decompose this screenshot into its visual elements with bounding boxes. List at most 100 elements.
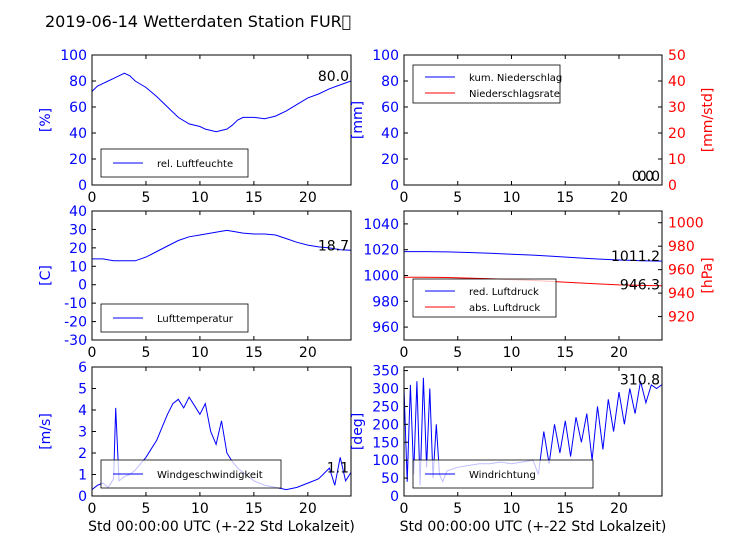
x-tick-label: 5 (453, 190, 462, 206)
y-tick-label: 20 (69, 241, 87, 257)
x-tick-label: 10 (191, 190, 209, 206)
series-line-pressure-0 (404, 251, 663, 262)
x-tick-label: 10 (503, 345, 521, 361)
x-tick-label: 5 (453, 501, 462, 517)
last-value-label: 80.0 (318, 69, 349, 85)
chart-pressure: 0 5 10 15 20 960 980 1000 1020 1040 920 940 960 980 10… (363, 210, 716, 361)
legend-pressure: red. Luftdruck abs. Luftdruck (412, 278, 557, 318)
series-line-wind_dir-0 (403, 377, 663, 486)
x-tick-label: 0 (400, 190, 409, 206)
last-value-label: 1011.2 (611, 249, 660, 265)
y-tick-label: 0 (78, 489, 87, 505)
y-tick-label: 20 (69, 152, 87, 168)
legend-label: abs. Luftdruck (469, 303, 540, 314)
y-tick-label: 4 (78, 403, 87, 419)
legend-label: Windrichtung (469, 470, 536, 481)
x-tick-label: 20 (299, 190, 317, 206)
plot-frame-wind_dir (403, 366, 663, 497)
y2-tick-label: 30 (668, 100, 686, 116)
legend-label: kum. Niederschlag (469, 73, 562, 84)
x-tick-label: 0 (400, 345, 409, 361)
legend-label: Lufttemperatur (157, 314, 234, 325)
legend-frame (100, 459, 282, 489)
y2-tick-label: 940 (668, 286, 695, 302)
y-tick-label: 100 (372, 453, 399, 469)
x-tick-label: 15 (245, 345, 263, 361)
y-tick-label: 80 (69, 74, 87, 90)
y-tick-label: 150 (372, 435, 399, 451)
x-tick-label: 5 (141, 501, 150, 517)
last-value-label: 18.7 (318, 238, 349, 254)
legend-label: rel. Luftfeuchte (157, 159, 233, 170)
y-tick-label: 0 (390, 178, 399, 194)
y2-tick-label: 960 (668, 263, 695, 279)
x-tick-label: 0 (88, 345, 97, 361)
y-tick-label: -10 (64, 296, 87, 312)
y-tick-label: 1 (78, 468, 87, 484)
y-tick-label: 100 (372, 48, 399, 64)
y-tick-label: 3 (78, 425, 87, 441)
plot-frame-pressure (403, 210, 663, 341)
y-tick-label: 200 (372, 417, 399, 433)
x-tick-label: 0 (88, 190, 97, 206)
y-tick-label: -20 (64, 315, 87, 331)
x-tick-label: 20 (299, 345, 317, 361)
last-value-label-2: 946.3 (620, 278, 660, 294)
x-tick-label: 15 (556, 501, 574, 517)
y-tick-label: 5 (78, 382, 87, 398)
y2-tick-label: 40 (668, 74, 686, 90)
chart-wind_speed: 0 5 10 15 20 0 1 2 3 4 5 6 [m/s] Std 00:00:00 UTC (+-… (38, 360, 355, 535)
series-line-temperature-0 (92, 229, 352, 262)
y-tick-label: -30 (64, 333, 87, 349)
y-tick-label: 40 (69, 126, 87, 142)
legend-frame (412, 64, 561, 104)
legend-wind_dir: Windrichtung (412, 459, 594, 489)
last-value-label: 310.8 (620, 373, 660, 389)
y-tick-label: 60 (69, 100, 87, 116)
x-tick-label: 20 (610, 345, 628, 361)
chart-temperature: 0 5 10 15 20 -30 -20 -10 0 10 20 30 40 [C] Lufttempera… (38, 204, 352, 361)
y-axis-label: [%] (38, 108, 54, 132)
y-axis-label: [mm] (350, 101, 366, 139)
legend-label: Windgeschwindigkeit (157, 470, 263, 481)
plot-frame-humidity (91, 54, 352, 186)
y2-tick-label: 0 (668, 178, 677, 194)
y-axis-label: [m/s] (38, 413, 54, 450)
y-tick-label: 1020 (363, 243, 399, 259)
x-tick-label: 0 (400, 501, 409, 517)
x-tick-label: 15 (556, 345, 574, 361)
x-tick-label: 10 (503, 190, 521, 206)
chart-precip: 0 5 10 15 20 0 20 40 60 80 100 0 10 20 30 40 50 [mm] [mm/s… (350, 48, 716, 206)
y-tick-label: 960 (372, 320, 399, 336)
last-value-label: 0.0 (638, 169, 660, 185)
x-tick-label: 20 (610, 501, 628, 517)
x-tick-label: 15 (556, 190, 574, 206)
y2-axis-label: [mm/std] (700, 88, 716, 153)
legend-wind_speed: Windgeschwindigkeit (100, 459, 282, 489)
x-tick-label: 0 (88, 501, 97, 517)
legend-temperature: Lufttemperatur (100, 303, 249, 333)
y-tick-label: 20 (381, 152, 399, 168)
y-tick-label: 2 (78, 446, 87, 462)
y-tick-label: 10 (69, 259, 87, 275)
x-tick-label: 10 (503, 501, 521, 517)
x-tick-label: 5 (141, 345, 150, 361)
y-tick-label: 980 (372, 294, 399, 310)
x-tick-label: 10 (191, 501, 209, 517)
y-tick-label: 1040 (363, 217, 399, 233)
y-tick-label: 60 (381, 100, 399, 116)
legend-humidity: rel. Luftfeuchte (100, 148, 249, 178)
y2-tick-label: 50 (668, 48, 686, 64)
y-axis-label: [deg] (350, 413, 366, 450)
legend-label: Niederschlagsrate (469, 89, 560, 100)
legend-label: red. Luftdruck (469, 287, 539, 298)
y-tick-label: 250 (372, 399, 399, 415)
y-tick-label: 30 (69, 222, 87, 238)
x-tick-label: 5 (453, 345, 462, 361)
y-tick-label: 100 (60, 48, 87, 64)
y-axis-label: [C] (38, 265, 54, 286)
y-tick-label: 0 (390, 489, 399, 505)
plot-frame-precip (403, 54, 663, 186)
